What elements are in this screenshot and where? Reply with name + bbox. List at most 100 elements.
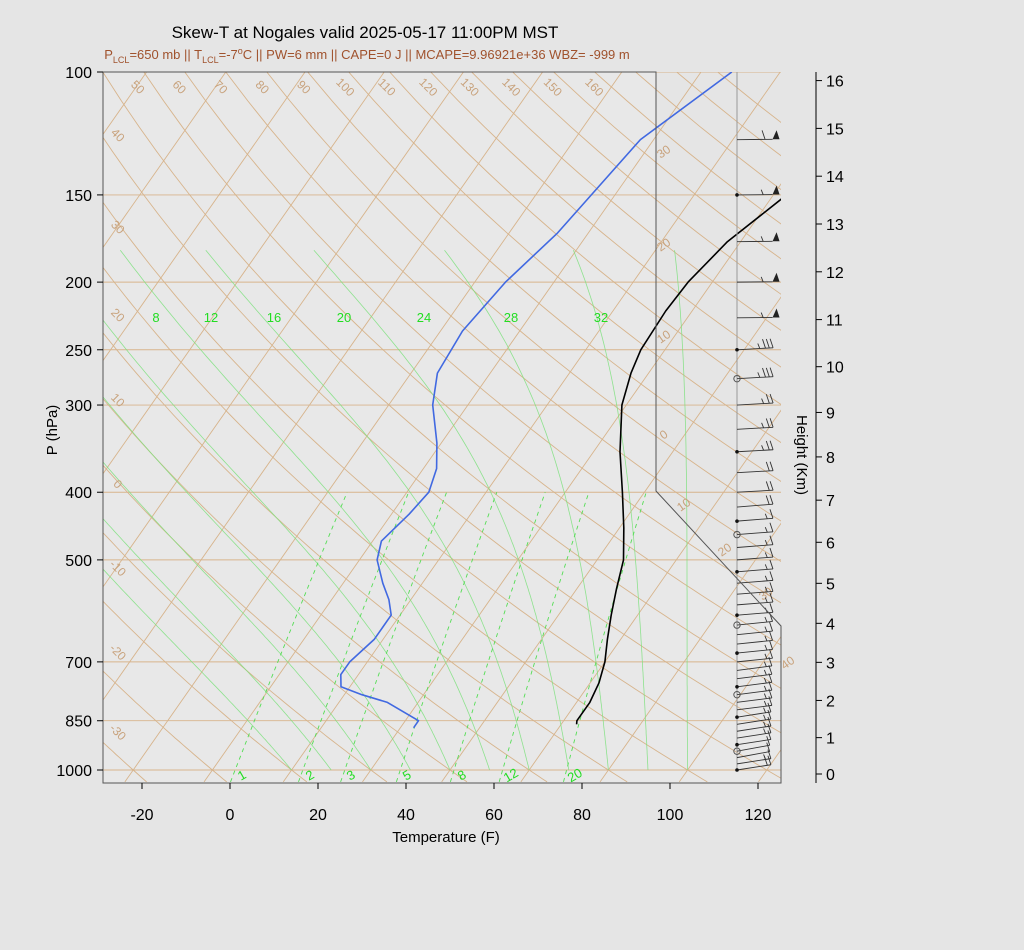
wind-barb-half — [764, 597, 768, 603]
height-tick-label: 7 — [826, 493, 835, 510]
y-tick-label: 300 — [65, 398, 92, 415]
wind-barb-half — [764, 635, 768, 642]
wind-barb-half — [757, 372, 761, 378]
y-tick-label: 200 — [65, 275, 92, 292]
mixing-ratio-line — [395, 492, 498, 783]
moist-adiabat-line — [103, 518, 332, 771]
wind-barb-full — [765, 495, 770, 505]
y-tick-label: 500 — [65, 553, 92, 570]
moist-adiabat-line — [313, 249, 570, 771]
wind-barb — [736, 742, 771, 759]
wind-barb — [736, 571, 774, 584]
wind-barb-half — [764, 616, 768, 623]
wind-barb-full — [765, 440, 770, 451]
chart-title: Skew-T at Nogales valid 2025-05-17 11:00… — [172, 23, 559, 42]
mixing-ratio-line — [230, 492, 348, 783]
wind-barb — [736, 481, 774, 493]
plot-border — [102, 71, 782, 784]
wind-barb-full — [769, 393, 774, 404]
wind-barb-half — [764, 586, 768, 593]
wind-level-dot — [735, 685, 739, 689]
isotherm-line — [103, 72, 385, 475]
dry-adiabat-line — [184, 72, 781, 604]
wind-barb — [736, 393, 774, 406]
wind-barb-full — [761, 130, 766, 140]
moist-adiabat-line — [674, 250, 688, 770]
wind-barb-full — [769, 535, 774, 545]
wind-barb-staff — [736, 503, 773, 508]
wind-barb-full — [769, 547, 774, 558]
height-tick-label: 15 — [826, 121, 844, 138]
wind-barb-half — [764, 626, 768, 632]
height-tick-label: 11 — [826, 313, 843, 330]
wind-barb — [736, 631, 773, 645]
wind-barb-pennant — [772, 308, 780, 318]
wind-level-dot — [735, 347, 739, 352]
wind-barb-full — [769, 582, 774, 592]
dry-adiabat-line — [103, 201, 781, 779]
wind-barb — [736, 749, 772, 765]
wind-barb-column — [733, 72, 780, 772]
wind-barb-staff — [736, 470, 774, 474]
wind-barb — [735, 440, 774, 454]
dry-adiabat-line — [266, 72, 781, 522]
mixing-ratio-label: 20 — [337, 310, 351, 325]
wind-barb-full — [765, 367, 770, 378]
wind-barb-staff — [736, 744, 770, 752]
mixing-ratio-line — [340, 492, 448, 783]
wind-barb — [735, 338, 774, 352]
moist-adiabat-label: 30 — [654, 142, 673, 161]
dry-adiabat-line — [103, 670, 227, 783]
dry-adiabat-line — [307, 72, 781, 482]
x-tick-label: 20 — [309, 807, 327, 824]
wind-barb-full — [765, 394, 770, 404]
isotherm-line — [103, 72, 464, 588]
wind-barb — [736, 130, 780, 141]
x-tick-label: 60 — [485, 807, 503, 824]
height-tick-label: 9 — [826, 405, 835, 422]
wind-barb-half — [763, 677, 767, 684]
wind-barb-full — [767, 702, 772, 713]
moist-adiabat-label: 10 — [654, 327, 673, 346]
wind-barb-full — [769, 509, 774, 519]
wind-barb-staff — [736, 531, 773, 536]
moist-adiabat-label: 10 — [674, 495, 693, 514]
dry-adiabat-line — [103, 532, 388, 783]
y-tick-label: 850 — [65, 714, 92, 731]
dry-adiabat-line — [103, 266, 708, 783]
wind-level-dot — [735, 613, 739, 617]
y-tick-label: 150 — [65, 188, 92, 205]
moist-adiabat-line — [103, 461, 372, 771]
mixing-ratio-label: 16 — [267, 310, 281, 325]
y-tick-label: 1000 — [56, 763, 92, 780]
x-axis-label: Temperature (F) — [392, 829, 500, 846]
isotherm-line — [678, 635, 781, 783]
wind-barb-staff — [736, 402, 774, 406]
y-tick-label: 700 — [65, 655, 92, 672]
wind-barb-pennant — [772, 272, 780, 282]
wind-level-circle — [733, 690, 741, 699]
wind-barb-pennant — [772, 232, 780, 242]
wind-barb-staff — [736, 426, 774, 430]
wind-barb — [736, 582, 774, 595]
isotherm-line — [103, 72, 306, 362]
wind-barb — [736, 723, 772, 739]
wind-barb — [735, 702, 772, 719]
thermo-grid — [103, 72, 781, 783]
wind-barb — [733, 612, 773, 629]
wind-barb-full — [767, 716, 772, 727]
wind-level-circle — [733, 621, 741, 629]
moist-adiabat-line — [205, 249, 530, 771]
wind-barb — [733, 681, 773, 699]
wind-barb — [735, 559, 774, 574]
wind-level-circle — [733, 747, 741, 755]
wind-barb-half — [763, 707, 766, 713]
wind-barb-full — [769, 440, 774, 450]
wind-barb — [735, 755, 772, 772]
wind-barb — [736, 649, 773, 663]
height-tick-label: 12 — [826, 265, 844, 282]
wind-barb — [736, 272, 780, 283]
moist-adiabat-line — [573, 250, 649, 771]
wind-barb-full — [762, 367, 766, 378]
